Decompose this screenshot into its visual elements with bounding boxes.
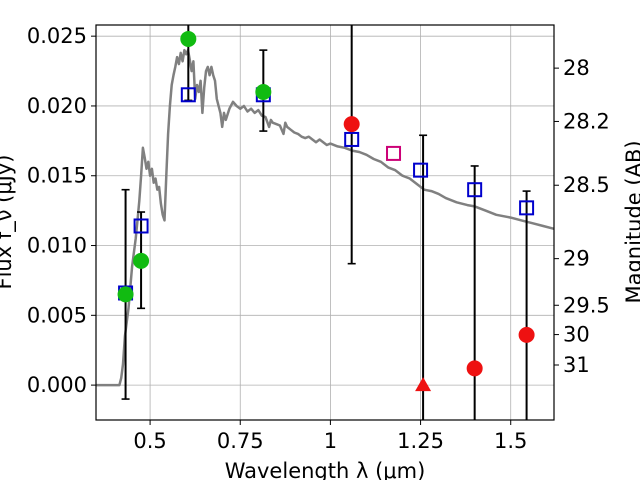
y2-axis-title: Magnitude (AB) <box>622 140 640 303</box>
y-tick-label: 0.000 <box>27 373 87 397</box>
spectrum-series <box>96 48 555 387</box>
model-photometry-marker <box>413 162 429 178</box>
model-photometry-marker <box>467 182 483 198</box>
y2-ticks: 28 28.2 28.5 29 29.5 30 31 <box>554 56 610 377</box>
x-tick-label: 0.5 <box>133 429 166 453</box>
x-tick-label: 1 <box>324 429 337 453</box>
error-bars <box>121 25 531 420</box>
y-tick-label: 0.005 <box>27 303 87 327</box>
model-photometry-marker <box>344 131 360 147</box>
x-tick-label: 1.5 <box>494 429 527 453</box>
model-photometry-marker <box>133 218 149 234</box>
model-photometry-marker <box>519 200 535 216</box>
y-tick-label: 0.020 <box>27 94 87 118</box>
y2-tick-label: 31 <box>563 353 590 377</box>
model-photometry-marker <box>180 87 196 103</box>
y2-tick-label: 29 <box>563 247 590 271</box>
y-tick-label: 0.025 <box>27 24 87 48</box>
y-tick-label: 0.010 <box>27 234 87 258</box>
spectrum-line <box>96 48 555 387</box>
y-ticks: 0.000 0.005 0.010 0.015 0.020 0.025 <box>27 24 96 397</box>
detection-marker <box>180 30 197 47</box>
nondetection-marker <box>343 116 360 133</box>
detection-marker <box>133 252 150 269</box>
y-tick-label: 0.015 <box>27 164 87 188</box>
detection-marker <box>255 83 272 100</box>
x-ticks: 0.5 0.75 1 1.25 1.5 <box>133 420 527 453</box>
x-axis-title: Wavelength λ (μm) <box>225 459 426 480</box>
x-tick-label: 1.25 <box>397 429 444 453</box>
y2-tick-label: 28.5 <box>563 173 610 197</box>
nondetection-marker <box>466 360 483 377</box>
gridlines <box>96 25 554 420</box>
nondetection-marker <box>518 326 535 343</box>
y2-tick-label: 28 <box>563 56 590 80</box>
markers <box>117 30 535 392</box>
upper-limit-marker <box>415 377 432 392</box>
y2-tick-label: 29.5 <box>563 293 610 317</box>
detection-marker <box>117 286 134 303</box>
y2-tick-label: 30 <box>563 323 590 347</box>
y-axis-title: Flux f_ν (μJy) <box>0 155 17 290</box>
x-tick-label: 0.75 <box>217 429 264 453</box>
extra-photometry-marker <box>386 145 402 161</box>
y2-tick-label: 28.2 <box>563 109 610 133</box>
plot-frame <box>95 24 555 421</box>
